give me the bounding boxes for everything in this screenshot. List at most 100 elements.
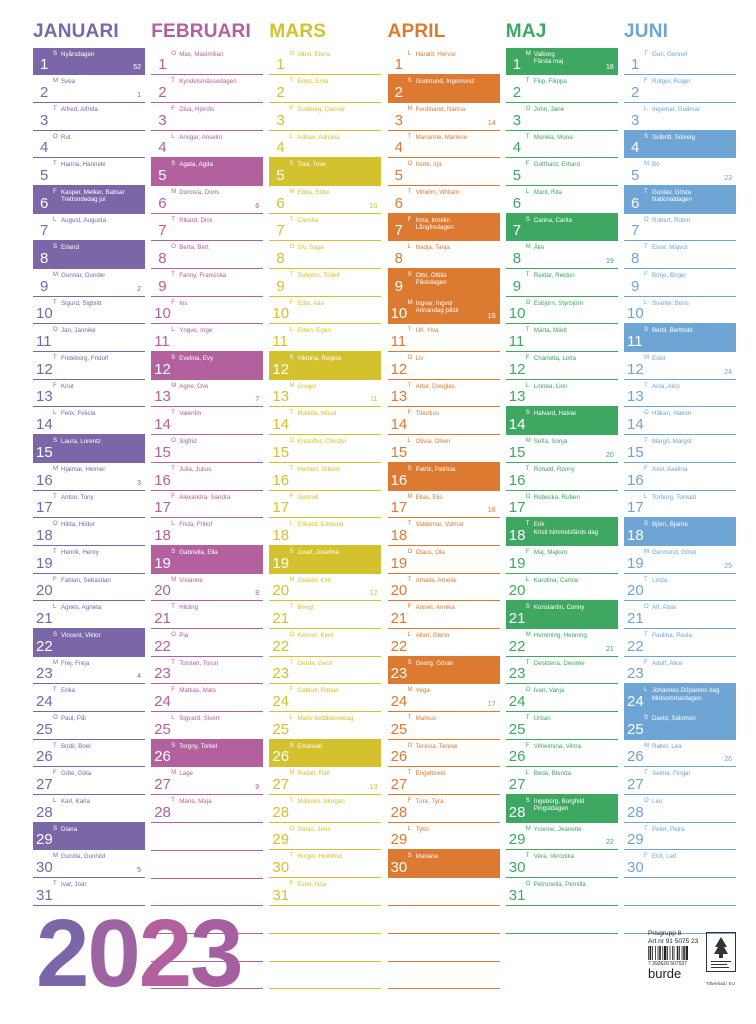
- day-number: 4: [394, 139, 403, 157]
- day-number: 13: [627, 388, 644, 406]
- day-row: 30 T Vera, Veronika: [505, 850, 618, 879]
- weekday-letter: F: [171, 493, 175, 500]
- day-row: 21 T Hilding: [151, 601, 264, 629]
- day-number: 5: [40, 166, 49, 184]
- weekday-letter: O: [53, 715, 58, 721]
- name-day: Rakel, Lea: [652, 742, 682, 750]
- name-day: Urban: [533, 715, 551, 722]
- week-number: 13: [369, 784, 378, 792]
- barcode-number: 7 392620 507537: [648, 961, 687, 967]
- day-row-holiday: 1 M Valborg Första maj 18: [505, 47, 618, 76]
- day-row-holiday: 9 S Otto, Ottilia Påskdagen: [387, 269, 500, 297]
- weekday-letter: S: [289, 355, 294, 362]
- day-row: 12 M Eskil 24: [624, 352, 736, 380]
- name-day: Reidar, Reidun: [533, 272, 575, 279]
- day-row: 14 O Håkan, Hakon: [624, 407, 736, 436]
- weekday-letter: S: [53, 50, 58, 57]
- name-day: Rebecka, Ruben: [533, 493, 580, 501]
- name-day: Ansgar, Anselm: [179, 133, 223, 141]
- day-number: 26: [36, 748, 53, 766]
- day-row: 29 O Jonas, Jens: [269, 823, 382, 851]
- weekday-letter: S: [525, 216, 530, 223]
- day-row: 25 L Marie bebådelsedag: [269, 712, 382, 740]
- name-day: Mariana: [415, 853, 438, 861]
- day-row: 25 L Sigvard, Sivert: [151, 712, 264, 740]
- weekday-letter: T: [289, 410, 294, 417]
- day-number: 18: [508, 526, 526, 544]
- day-row: 3 T Alfred, Alfrida: [33, 103, 145, 131]
- day-number: 28: [36, 803, 53, 821]
- name-day: Bodil, Boel: [61, 742, 91, 750]
- day-row: 6 M Dorotea, Doris 6: [151, 186, 264, 214]
- day-number: 28: [508, 803, 526, 821]
- name-day: Max, Maximilian: [179, 50, 224, 58]
- weekday-letter: S: [525, 604, 530, 611]
- name-day: Rut: [61, 133, 71, 141]
- day-number: 9: [158, 277, 167, 295]
- year-title: 2023: [36, 900, 244, 1007]
- weekday-letter: T: [407, 521, 412, 528]
- name-day: Tora, Tove: [297, 161, 326, 169]
- day-row: 3 M Ferdinand, Nanna 14: [387, 103, 500, 131]
- day-number: 9: [40, 277, 49, 295]
- weekday-letter: S: [53, 438, 58, 445]
- weekday-letter: T: [644, 188, 648, 195]
- weekday-letter: O: [407, 161, 413, 168]
- day-number: 10: [390, 305, 408, 323]
- name-day: Iris: [179, 299, 188, 307]
- name-day: Germund, Görel: [652, 548, 697, 556]
- day-row: 30 T Holger, Holmfrid: [269, 850, 382, 879]
- day-number: 12: [36, 360, 53, 378]
- weekday-letter: M: [644, 548, 649, 555]
- weekday-letter: T: [644, 50, 648, 57]
- weekday-letter: S: [53, 631, 58, 638]
- calendar-grid: JANUARI 1 S Nyårsdagen 52 2 M Svea 1 3 T Alfred, Al…: [33, 20, 745, 990]
- day-row: 4 O Rut: [33, 131, 145, 159]
- day-number: 2: [158, 83, 167, 101]
- day-number: 14: [627, 416, 644, 434]
- day-number: 17: [627, 499, 644, 517]
- day-row: 18 O Hilda, Hildur: [33, 518, 145, 546]
- weekday-letter: F: [407, 410, 412, 417]
- barcode-bar: [683, 946, 685, 960]
- weekday-letter: L: [644, 493, 648, 500]
- weekday-letter: O: [525, 105, 531, 112]
- name-day: Patrik, Patricia: [415, 465, 456, 473]
- name-day: Yngve, Inge: [179, 327, 213, 335]
- barcode-bar: [672, 946, 673, 960]
- name-day: Liv: [415, 355, 424, 363]
- day-row: 20 L Karolina, Carola: [505, 574, 618, 602]
- name-day: Ernst, Erna: [297, 78, 329, 86]
- weekday-letter: M: [53, 853, 58, 860]
- month-name: FEBRUARI: [151, 21, 251, 42]
- day-number: 25: [272, 720, 290, 738]
- weekday-letter: S: [407, 853, 412, 860]
- name-day: Viktoria, Regina: [297, 355, 341, 363]
- name-day: Teresia, Terese: [415, 742, 458, 750]
- week-number: 14: [487, 119, 496, 127]
- day-number: 24: [154, 693, 171, 710]
- day-number: 27: [508, 776, 526, 794]
- day-row: 17 F Alexandra, Sandra: [151, 491, 264, 519]
- weekday-letter: M: [407, 299, 413, 306]
- weekday-letter: T: [525, 327, 530, 334]
- day-number: 20: [154, 582, 171, 600]
- weekday-letter: S: [407, 659, 412, 666]
- day-row-holiday: 18 T Erik Kristi himmelsfärds dag: [505, 518, 618, 546]
- weekday-letter: F: [171, 299, 175, 306]
- weekday-letter: T: [289, 659, 294, 666]
- day-list: 1 S Nyårsdagen 52 2 M Svea 1 3 T Alfred, Alfrida 4 O…: [33, 47, 145, 906]
- weekday-letter: S: [525, 410, 530, 417]
- day-row: 5 M Bo 23: [624, 158, 736, 186]
- day-row: 1 O Albin, Elvira: [269, 48, 382, 76]
- day-row: 26 M Rakel, Lea 26: [624, 740, 736, 768]
- day-number: 29: [36, 831, 53, 849]
- year-digit: 0: [87, 900, 140, 1007]
- day-number: 25: [390, 720, 408, 738]
- weekday-letter: T: [171, 604, 175, 611]
- day-row: 11 O Jan, Jannike: [33, 324, 145, 353]
- name-day: Bertil, Berthold: [652, 327, 693, 335]
- day-number: 15: [36, 443, 53, 461]
- name-day: Vega: [415, 687, 430, 695]
- name-day: Valentin: [179, 410, 202, 418]
